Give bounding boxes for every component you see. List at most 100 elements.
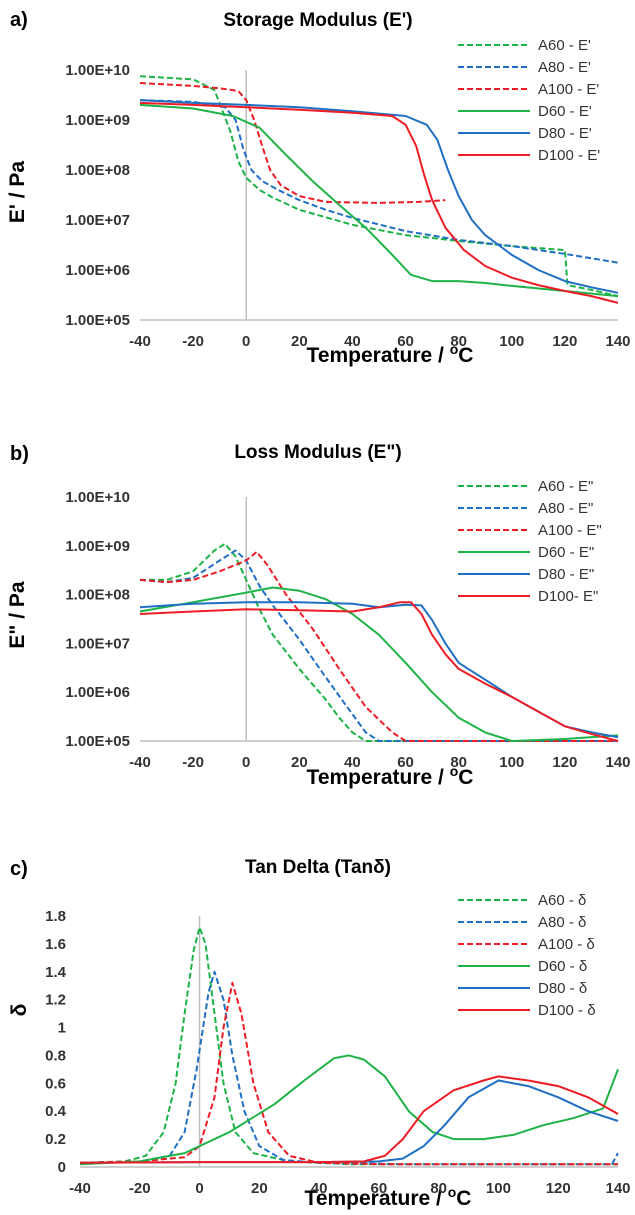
x-axis-label-degree: o xyxy=(450,341,459,357)
x-tick-label: 120 xyxy=(546,1180,571,1197)
y-tick-label: 1.00E+05 xyxy=(65,312,130,329)
y-axis-label-a: E' / Pa xyxy=(6,161,29,224)
x-tick-label: -20 xyxy=(182,333,204,350)
series-line-d80 xyxy=(79,1079,619,1164)
chart-title-a: Storage Modulus (E') xyxy=(223,10,412,31)
plot-area-a: -40 -20 0 20 40 60 80 100 120 140 1.00E+10 1.00E+09… xyxy=(65,37,630,350)
y-tick-label: 1.8 xyxy=(45,908,66,925)
legend-label: A60 - E' xyxy=(538,37,591,54)
plot-area-c: -40 -20 0 20 40 60 80 100 120 140 1.8 1.6 1.4 1.2 1 0.8… xyxy=(45,892,630,1197)
legend-label: A100 - E' xyxy=(538,81,599,98)
x-tick-label: -40 xyxy=(69,1180,91,1197)
legend-label: D80 - E' xyxy=(538,125,592,142)
legend-label: D100- E" xyxy=(538,588,598,605)
x-tick-label: 140 xyxy=(605,754,630,771)
x-tick-label: -20 xyxy=(182,754,204,771)
y-tick-label: 1.00E+07 xyxy=(65,212,130,229)
series-line-d60 xyxy=(79,1054,619,1166)
x-axis-label-degree: o xyxy=(450,763,459,779)
y-tick-label: 1.00E+09 xyxy=(65,112,130,129)
legend-label: D80 - E" xyxy=(538,566,594,583)
x-axis-label-unit: C xyxy=(458,344,473,367)
y-tick-label: 1.00E+08 xyxy=(65,587,130,604)
panel-label-c: c) xyxy=(10,858,28,880)
x-tick-label: 60 xyxy=(371,1180,388,1197)
legend-label: A80 - δ xyxy=(538,914,586,931)
y-tick-label: 1.4 xyxy=(45,964,67,981)
plot-area-b: -40 -20 0 20 40 60 80 100 120 140 1.00E+10 1.00E+09… xyxy=(65,478,630,771)
legend-label: D60 - E" xyxy=(538,544,594,561)
x-tick-label: 40 xyxy=(344,754,361,771)
chart-title-c: Tan Delta (Tanδ) xyxy=(245,857,391,878)
y-tick-label: 1.00E+10 xyxy=(65,62,130,79)
x-axis-label-unit: C xyxy=(458,766,473,789)
panel-label-a: a) xyxy=(10,9,28,31)
y-axis-label-c: δ xyxy=(8,1004,31,1017)
x-tick-label: 0 xyxy=(242,754,250,771)
x-axis-label-c: Temperature / oC xyxy=(305,1184,472,1210)
legend-label: D100 - δ xyxy=(538,1002,596,1019)
legend-label: A80 - E" xyxy=(538,500,593,517)
legend-label: D80 - δ xyxy=(538,980,587,997)
x-tick-label: -20 xyxy=(129,1180,151,1197)
x-tick-label: 80 xyxy=(430,1180,447,1197)
x-tick-label: 80 xyxy=(450,754,467,771)
x-axis-label-text: Temperature / xyxy=(307,344,450,367)
chart-loss-modulus: b) Loss Modulus (E") E" / Pa Temperature… xyxy=(6,442,631,789)
series-line-a80-e xyxy=(139,549,618,742)
series-line-a80 xyxy=(79,970,619,1166)
x-tick-label: 100 xyxy=(499,754,524,771)
x-tick-label: -40 xyxy=(129,333,151,350)
y-tick-label: 0.6 xyxy=(45,1075,66,1092)
x-tick-label: 140 xyxy=(605,333,630,350)
y-tick-label: 1.00E+06 xyxy=(65,684,130,701)
series-line-a100 xyxy=(79,981,618,1166)
legend-label: A100 - δ xyxy=(538,936,595,953)
x-axis-label-unit: C xyxy=(456,1187,471,1210)
y-axis-label-b: E" / Pa xyxy=(6,581,29,648)
panel-label-b: b) xyxy=(10,443,29,465)
series-line-d100 xyxy=(79,1075,619,1164)
series-line-d60-e xyxy=(139,586,619,742)
y-tick-label: 0 xyxy=(58,1159,66,1176)
x-axis-label-a: Temperature / oC xyxy=(307,341,474,367)
series-line-a60-e xyxy=(139,75,619,298)
chart-storage-modulus: a) Storage Modulus (E') E' / Pa Temperat… xyxy=(6,9,631,367)
y-tick-label: 0.4 xyxy=(45,1103,67,1120)
series-line-d80-e xyxy=(139,99,619,294)
x-tick-label: 20 xyxy=(251,1180,268,1197)
x-tick-label: 100 xyxy=(486,1180,511,1197)
y-tick-label: 0.2 xyxy=(45,1131,66,1148)
x-tick-label: 100 xyxy=(499,333,524,350)
x-axis-label-b: Temperature / oC xyxy=(307,763,474,789)
legend-label: D100 - E' xyxy=(538,147,600,164)
y-tick-label: 1.00E+07 xyxy=(65,635,130,652)
y-tick-label: 1.00E+08 xyxy=(65,162,130,179)
series-line-a100-e xyxy=(139,82,446,204)
x-tick-label: 20 xyxy=(291,333,308,350)
series-line-a100-e xyxy=(139,550,618,742)
chart-title-b: Loss Modulus (E") xyxy=(234,442,401,463)
y-tick-label: 1.00E+05 xyxy=(65,733,130,750)
series-line-a80-e xyxy=(139,99,619,264)
x-tick-label: 60 xyxy=(397,754,414,771)
y-tick-label: 1.2 xyxy=(45,992,66,1009)
y-tick-label: 1.00E+09 xyxy=(65,538,130,555)
y-tick-label: 1.6 xyxy=(45,936,66,953)
series-line-d60-e xyxy=(139,103,619,298)
x-axis-label-text: Temperature / xyxy=(307,766,450,789)
y-tick-label: 0.8 xyxy=(45,1047,66,1064)
x-tick-label: 120 xyxy=(552,333,577,350)
series-line-d100-e xyxy=(139,101,619,304)
x-tick-label: 0 xyxy=(195,1180,203,1197)
legend-label: A100 - E" xyxy=(538,522,602,539)
series-line-d100-e xyxy=(139,601,619,742)
legend-label: A60 - δ xyxy=(538,892,586,909)
y-tick-label: 1 xyxy=(58,1020,66,1037)
x-tick-label: 0 xyxy=(242,333,250,350)
x-tick-label: 60 xyxy=(397,333,414,350)
legend-label: A60 - E" xyxy=(538,478,593,495)
x-tick-label: 20 xyxy=(291,754,308,771)
legend-label: A80 - E' xyxy=(538,59,591,76)
